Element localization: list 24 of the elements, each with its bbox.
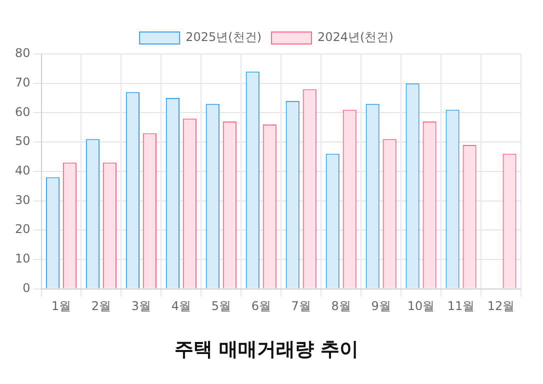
text: 주택 매매거래량 추이: [174, 338, 359, 361]
x-tick-label: 10월: [407, 299, 435, 314]
x-tick-label: 5월: [211, 299, 231, 314]
y-tick-label: 50: [14, 134, 30, 148]
x-tick-label: 9월: [371, 299, 391, 314]
y-tick-label: 40: [14, 164, 30, 178]
x-tick-label: 4월: [171, 299, 192, 314]
x-tick-label: 6월: [251, 299, 271, 314]
y-tick-label: 30: [14, 192, 30, 207]
y-tick-label: 80: [14, 46, 30, 60]
legend-label: 2024년(천건): [318, 30, 394, 44]
y-tick-label: 0: [22, 280, 30, 295]
y-tick-label: 10: [14, 252, 30, 266]
x-tick-label: 7월: [291, 299, 311, 314]
x-tick-label: 12월: [487, 299, 515, 314]
y-tick-label: 20: [14, 222, 30, 236]
x-tick-label: 1월: [51, 299, 72, 314]
x-tick-label: 2월: [91, 299, 112, 314]
x-tick-label: 8월: [331, 299, 351, 314]
x-tick-label: 3월: [131, 299, 152, 314]
y-tick-label: 70: [14, 75, 30, 90]
y-tick-label: 60: [14, 104, 30, 119]
legend-label: 2025년(천건): [186, 30, 262, 44]
x-tick-label: 11월: [447, 299, 475, 314]
